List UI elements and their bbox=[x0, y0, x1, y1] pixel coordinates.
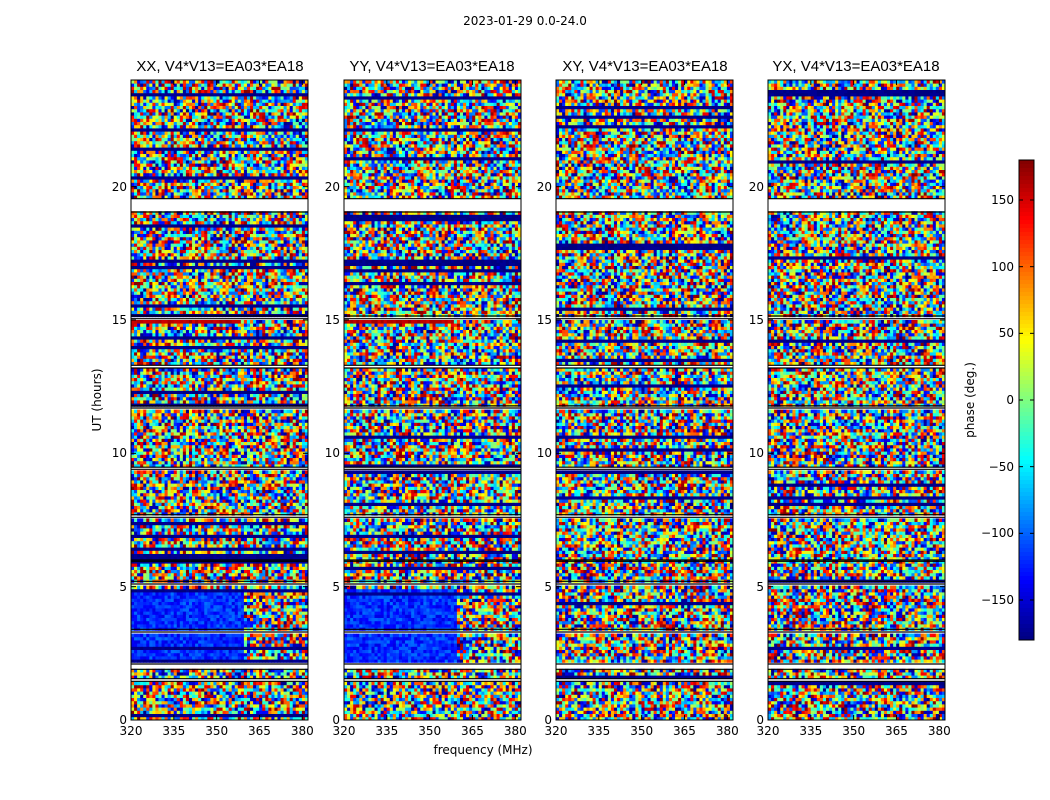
x-tick-label: 365 bbox=[885, 724, 908, 738]
heatmap-panel-yy bbox=[344, 80, 521, 720]
y-tick-label: 20 bbox=[749, 180, 764, 194]
x-tick-label: 350 bbox=[842, 724, 865, 738]
x-tick-label: 350 bbox=[418, 724, 441, 738]
x-tick-label: 380 bbox=[928, 724, 951, 738]
x-tick-label: 350 bbox=[205, 724, 228, 738]
colorbar-label: phase (deg.) bbox=[963, 362, 977, 438]
x-tick-label: 335 bbox=[799, 724, 822, 738]
y-tick-label: 20 bbox=[112, 180, 127, 194]
colorbar-tick-label: 100 bbox=[991, 260, 1014, 274]
x-tick-label: 365 bbox=[461, 724, 484, 738]
x-tick-label: 320 bbox=[333, 724, 356, 738]
x-tick-label: 335 bbox=[375, 724, 398, 738]
y-tick-label: 15 bbox=[112, 313, 127, 327]
y-axis-label: UT (hours) bbox=[90, 368, 104, 431]
colorbar-tick-label: −50 bbox=[989, 460, 1014, 474]
x-tick-label: 380 bbox=[291, 724, 314, 738]
colorbar-tick-label: 150 bbox=[991, 193, 1014, 207]
panel-title-yx: YX, V4*V13=EA03*EA18 bbox=[746, 58, 966, 75]
heatmap-panel-xy bbox=[556, 80, 733, 720]
x-tick-label: 380 bbox=[504, 724, 527, 738]
y-tick-label: 15 bbox=[325, 313, 340, 327]
figure-canvas bbox=[0, 0, 1050, 800]
y-tick-label: 10 bbox=[749, 446, 764, 460]
y-tick-label: 5 bbox=[332, 580, 340, 594]
y-tick-label: 10 bbox=[537, 446, 552, 460]
panel-title-xy: XY, V4*V13=EA03*EA18 bbox=[535, 58, 755, 75]
colorbar-tick-label: 0 bbox=[1006, 393, 1014, 407]
x-axis-label: frequency (MHz) bbox=[433, 743, 532, 757]
y-tick-label: 20 bbox=[537, 180, 552, 194]
y-tick-label: 5 bbox=[756, 580, 764, 594]
x-tick-label: 365 bbox=[248, 724, 271, 738]
x-tick-label: 350 bbox=[630, 724, 653, 738]
colorbar-tick-label: 50 bbox=[999, 326, 1014, 340]
y-tick-label: 5 bbox=[119, 580, 127, 594]
y-tick-label: 20 bbox=[325, 180, 340, 194]
x-tick-label: 320 bbox=[545, 724, 568, 738]
y-tick-label: 5 bbox=[544, 580, 552, 594]
y-tick-label: 10 bbox=[325, 446, 340, 460]
panel-title-yy: YY, V4*V13=EA03*EA18 bbox=[322, 58, 542, 75]
colorbar-tick-label: −150 bbox=[981, 593, 1014, 607]
x-tick-label: 335 bbox=[587, 724, 610, 738]
colorbar-tick-label: −100 bbox=[981, 526, 1014, 540]
figure-suptitle: 2023-01-29 0.0-24.0 bbox=[0, 14, 1050, 28]
heatmap-panel-yx bbox=[768, 80, 945, 720]
x-tick-label: 365 bbox=[673, 724, 696, 738]
y-tick-label: 15 bbox=[537, 313, 552, 327]
heatmap-panel-xx bbox=[131, 80, 308, 720]
y-tick-label: 10 bbox=[112, 446, 127, 460]
x-tick-label: 320 bbox=[757, 724, 780, 738]
y-tick-label: 15 bbox=[749, 313, 764, 327]
x-tick-label: 335 bbox=[162, 724, 185, 738]
x-tick-label: 380 bbox=[716, 724, 739, 738]
panel-title-xx: XX, V4*V13=EA03*EA18 bbox=[110, 58, 330, 75]
x-tick-label: 320 bbox=[120, 724, 143, 738]
